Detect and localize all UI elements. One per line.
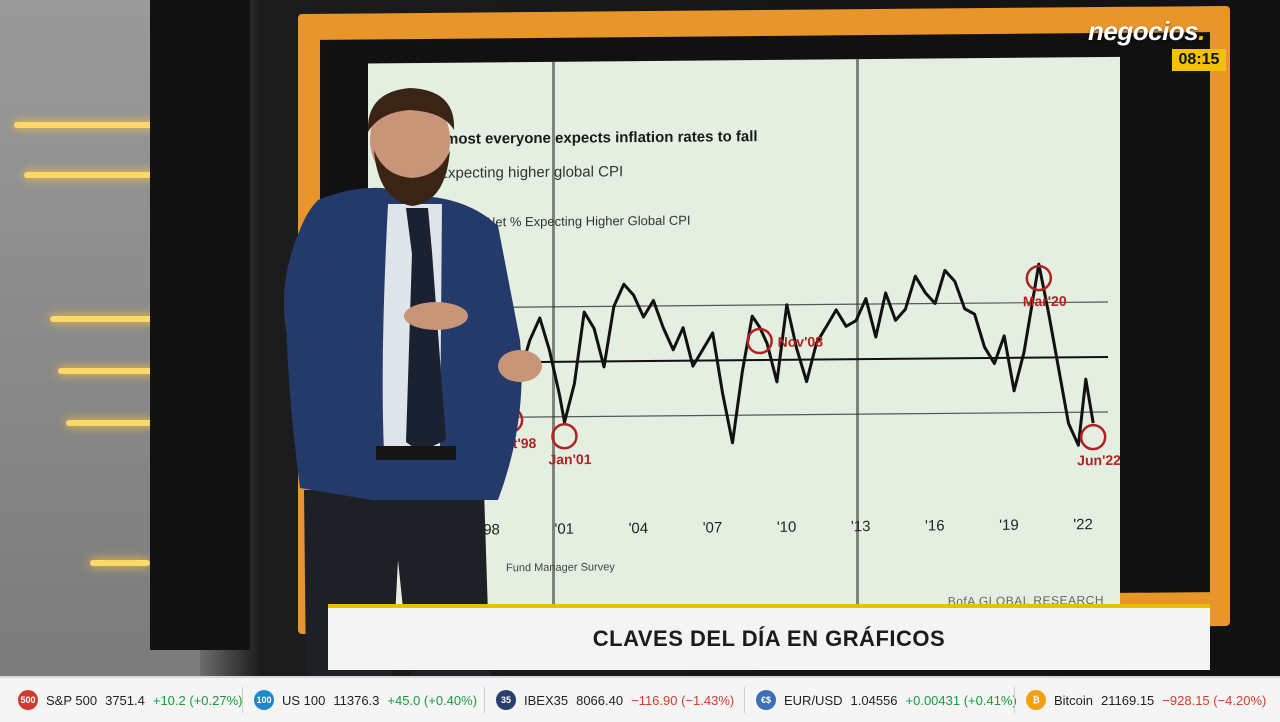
ticker-item[interactable]: ₿ Bitcoin 21169.15 −928.15 (−4.20%)	[1026, 678, 1266, 722]
presenter-hair	[367, 88, 455, 132]
x-tick-label: '19	[999, 517, 1019, 534]
x-tick-label: '16	[925, 517, 945, 534]
ticker-separator	[242, 687, 243, 713]
presenter-tie	[406, 208, 446, 452]
ticker-value: 21169.15	[1101, 692, 1155, 708]
banner-title: CLAVES DEL DÍA EN GRÁFICOS	[592, 626, 946, 651]
light-strip	[14, 122, 186, 128]
gridline	[478, 301, 1108, 309]
light-strip	[58, 368, 168, 374]
studio-pillar	[150, 0, 250, 650]
presenter-left-arm	[283, 226, 408, 348]
lower-third-banner: CLAVES DEL DÍA EN GRÁFICOS	[328, 604, 1210, 670]
ticker-symbol-icon: €$	[756, 690, 776, 710]
ticker-item[interactable]: €$ EUR/USD 1.04556 +0.00431 (+0.41%)	[756, 678, 1017, 722]
ticker-name: US 100	[282, 692, 326, 708]
ticker-item[interactable]: 500 S&P 500 3751.4 +10.2 (+0.27%)	[18, 678, 242, 722]
annotation-label: Nov'08	[778, 333, 824, 349]
ticker-change: +0.00431 (+0.41%)	[905, 692, 1017, 708]
ticker-name: S&P 500	[46, 692, 98, 708]
x-tick-label: '10	[777, 519, 797, 536]
presenter-left-hand	[498, 350, 542, 382]
light-strip	[90, 560, 150, 566]
presenter-right-hand	[404, 302, 468, 330]
ticker-change: −928.15 (−4.20%)	[1162, 692, 1267, 708]
market-ticker: 500 S&P 500 3751.4 +10.2 (+0.27%) 100 US 100 1…	[0, 676, 1280, 722]
x-tick-label: '01	[554, 521, 574, 538]
x-tick-label: '07	[703, 519, 723, 536]
logo-text: negocios	[1088, 16, 1199, 46]
ticker-item[interactable]: 35 IBEX35 8066.40 −116.90 (−1.43%)	[496, 678, 734, 722]
light-strip	[24, 172, 184, 178]
ticker-name: Bitcoin	[1054, 692, 1094, 708]
logo-dot: .	[1198, 16, 1205, 46]
presenter-beard	[374, 150, 450, 206]
ticker-change: −116.90 (−1.43%)	[631, 692, 735, 708]
ticker-symbol-icon: ₿	[1026, 690, 1046, 710]
light-strip	[50, 316, 170, 322]
x-tick-label: '22	[1073, 516, 1093, 533]
presenter-head	[370, 94, 450, 186]
x-tick-label: '13	[851, 518, 871, 535]
ticker-name: IBEX35	[524, 692, 569, 708]
ticker-separator	[1014, 687, 1015, 713]
annotation-circle	[1025, 264, 1053, 292]
annotation-label: Mar'20	[1023, 293, 1067, 309]
ticker-symbol-icon: 500	[18, 690, 38, 710]
ticker-change: +45.0 (+0.40%)	[387, 692, 478, 708]
channel-logo: negocios.	[1088, 16, 1205, 47]
ticker-separator	[744, 687, 745, 713]
presenter-belt	[376, 446, 456, 460]
ticker-value: 11376.3	[333, 692, 380, 708]
ticker-name: EUR/USD	[784, 692, 843, 708]
series-line	[508, 262, 1095, 447]
annotation-label: Jan'01	[548, 451, 591, 467]
annotation-circle	[1079, 423, 1107, 451]
ticker-value: 8066.40	[576, 692, 624, 708]
annotation-label: Jun'22	[1077, 452, 1120, 468]
ticker-separator	[484, 687, 485, 713]
light-strip	[66, 420, 166, 426]
ticker-value: 1.04556	[850, 692, 898, 708]
broadcast-clock: 08:15	[1172, 49, 1226, 71]
annotation-circle	[551, 422, 578, 450]
gridline	[478, 411, 1108, 419]
ticker-item[interactable]: 100 US 100 11376.3 +45.0 (+0.40%)	[254, 678, 477, 722]
x-tick-label: '04	[629, 520, 649, 537]
ticker-symbol-icon: 35	[496, 690, 516, 710]
ticker-value: 3751.4	[105, 692, 145, 708]
annotation-circle	[746, 327, 773, 355]
zero-line	[478, 355, 1108, 364]
ticker-symbol-icon: 100	[254, 690, 274, 710]
ticker-change: +10.2 (+0.27%)	[152, 692, 243, 708]
